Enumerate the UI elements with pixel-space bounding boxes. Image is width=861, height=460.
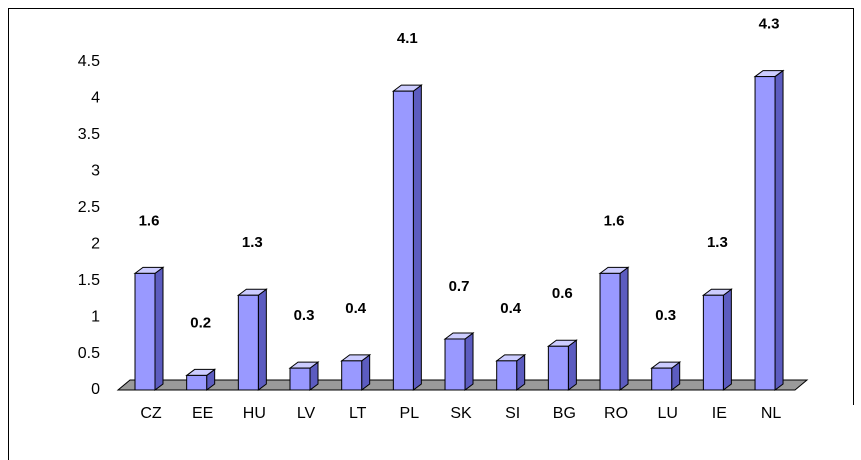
x-tick-label: RO [604,405,628,422]
y-tick-label: 2.5 [78,199,100,216]
x-tick-label: NL [761,405,782,422]
bar [341,360,363,391]
y-tick-label: 3.5 [78,126,100,143]
bar-side [619,266,629,391]
value-label: 0.3 [655,307,676,324]
x-tick-label: IE [712,405,727,422]
value-label: 0.6 [552,285,573,302]
value-label: 0.7 [449,278,470,295]
value-label: 0.2 [190,314,211,331]
y-tick-label: 4 [91,90,100,107]
bar [392,90,414,391]
x-tick-label: CZ [140,405,162,422]
y-tick-label: 1 [91,308,100,325]
bar [496,360,518,391]
bar [134,272,156,391]
value-label: 4.3 [759,16,780,33]
bar [702,294,724,391]
x-tick-label: BG [553,405,576,422]
bar [651,367,673,391]
value-label: 1.3 [707,234,728,251]
x-tick-label: SK [450,405,472,422]
value-label: 1.3 [242,234,263,251]
y-tick-label: 2 [91,235,100,252]
x-tick-label: SI [505,405,520,422]
bar [186,374,208,391]
bar-side [154,266,164,391]
bar [237,294,259,391]
value-label: 1.6 [604,212,625,229]
x-tick-label: LT [349,405,367,422]
bar-side [722,288,732,391]
bar-side [257,288,267,391]
value-label: 4.1 [397,30,418,47]
bar [444,338,466,391]
bar-side [412,84,422,391]
value-label: 0.4 [500,300,522,317]
y-tick-label: 0 [91,381,100,398]
x-tick-label: LV [297,405,316,422]
x-tick-label: HU [243,405,266,422]
bar [754,76,776,391]
x-tick-label: LU [657,405,677,422]
y-tick-label: 1.5 [78,272,100,289]
bar [289,367,311,391]
chart-frame [8,8,854,460]
bar [599,272,621,391]
x-tick-label: PL [400,405,420,422]
x-tick-label: EE [192,405,213,422]
y-tick-label: 4.5 [78,53,100,70]
y-tick-label: 3 [91,163,100,180]
bar-side [567,339,577,391]
bar-side [464,331,474,391]
y-tick-label: 0.5 [78,345,100,362]
bar [547,345,569,391]
value-label: 0.3 [294,307,315,324]
bar-side [774,69,784,391]
value-label: 0.4 [345,300,367,317]
value-label: 1.6 [139,212,160,229]
